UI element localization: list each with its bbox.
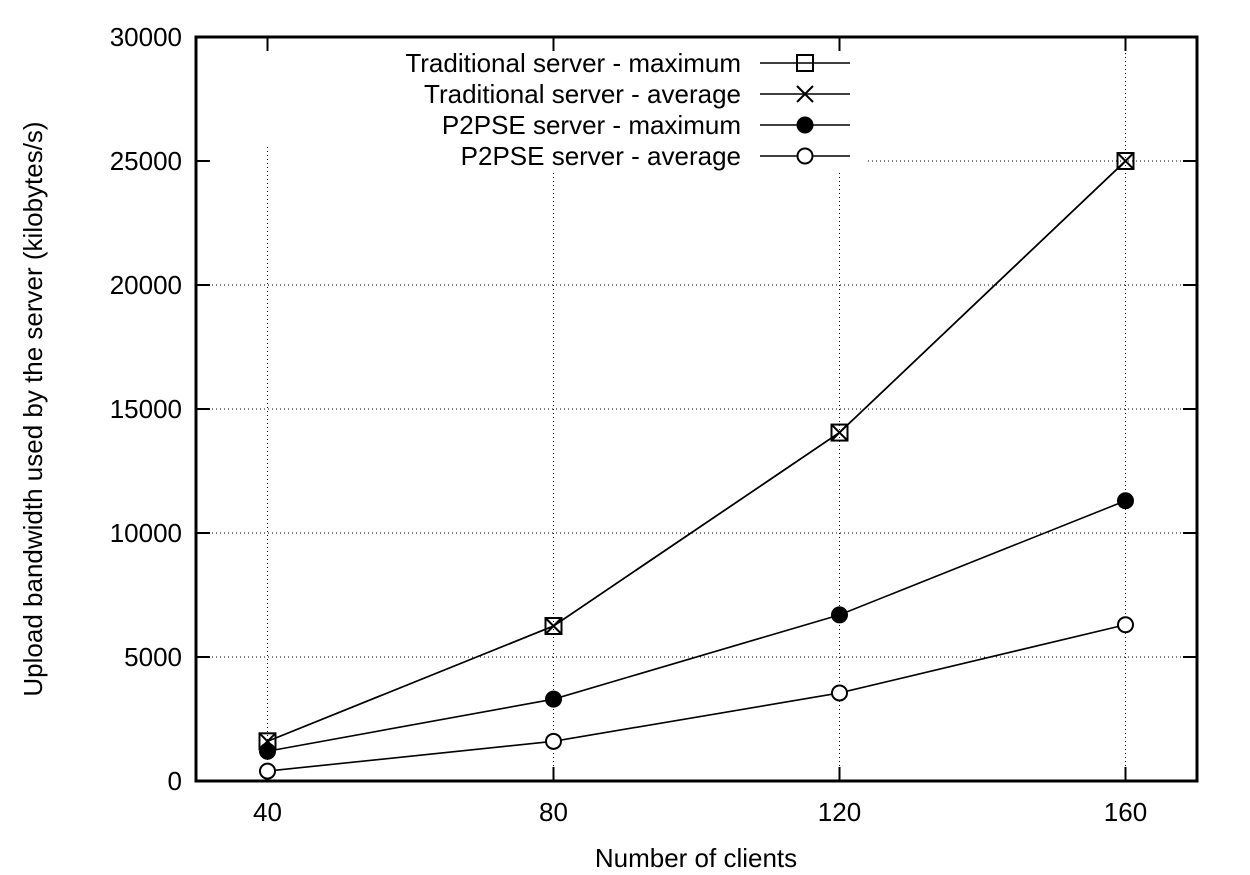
plot-frame <box>194 35 1199 783</box>
y-tick-label: 20000 <box>110 270 182 300</box>
series-3 <box>259 616 1134 780</box>
data-point-square <box>796 54 814 72</box>
y-axis-label: Upload bandwidth used by the server (kil… <box>18 121 48 696</box>
data-point-cross <box>1116 152 1135 170</box>
data-point-filled-circle <box>831 606 848 624</box>
data-point-open-circle <box>831 684 848 702</box>
data-point-cross <box>830 423 849 442</box>
data-point-cross <box>796 85 814 103</box>
y-tick-label: 10000 <box>110 518 182 548</box>
data-point-open-circle <box>796 147 814 165</box>
data-point-open-circle <box>1117 616 1134 634</box>
legend-label: P2PSE server - maximum <box>442 110 741 140</box>
x-tick-label: 160 <box>1104 797 1147 827</box>
y-tick-label: 25000 <box>110 146 182 176</box>
axis-ticks: 0 5000 10000 15000 20000 25000 30000 40 80 120 160 <box>110 22 1197 827</box>
x-tick-label: 80 <box>539 797 568 827</box>
data-point-square <box>830 423 849 442</box>
data-point-square <box>1116 152 1135 170</box>
legend-label: Traditional server - average <box>424 79 741 109</box>
series-1 <box>258 152 1135 751</box>
data-point-filled-circle <box>1117 492 1134 510</box>
y-tick-label: 5000 <box>124 642 182 672</box>
data-point-filled-circle <box>259 742 276 760</box>
data-point-open-circle <box>259 762 276 780</box>
data-point-open-circle <box>545 732 562 750</box>
y-tick-label: 15000 <box>110 394 182 424</box>
series-2 <box>259 492 1134 760</box>
x-tick-label: 40 <box>253 797 282 827</box>
x-tick-label: 120 <box>818 797 861 827</box>
data-series <box>258 152 1135 780</box>
x-axis-label: Number of clients <box>595 843 797 873</box>
data-point-filled-circle <box>545 690 562 708</box>
series-line <box>267 623 1126 772</box>
data-point-cross <box>544 617 563 635</box>
legend: Traditional server - maximumTraditional … <box>405 48 850 171</box>
data-point-filled-circle <box>796 116 814 134</box>
y-tick-label: 30000 <box>110 22 182 52</box>
y-tick-label: 0 <box>168 766 182 796</box>
series-line <box>267 500 1126 753</box>
legend-label: Traditional server - maximum <box>405 48 741 78</box>
series-line <box>267 160 1127 743</box>
data-point-square <box>544 617 563 635</box>
series-line <box>267 160 1127 743</box>
series-0 <box>258 152 1135 751</box>
legend-label: P2PSE server - average <box>461 141 741 171</box>
